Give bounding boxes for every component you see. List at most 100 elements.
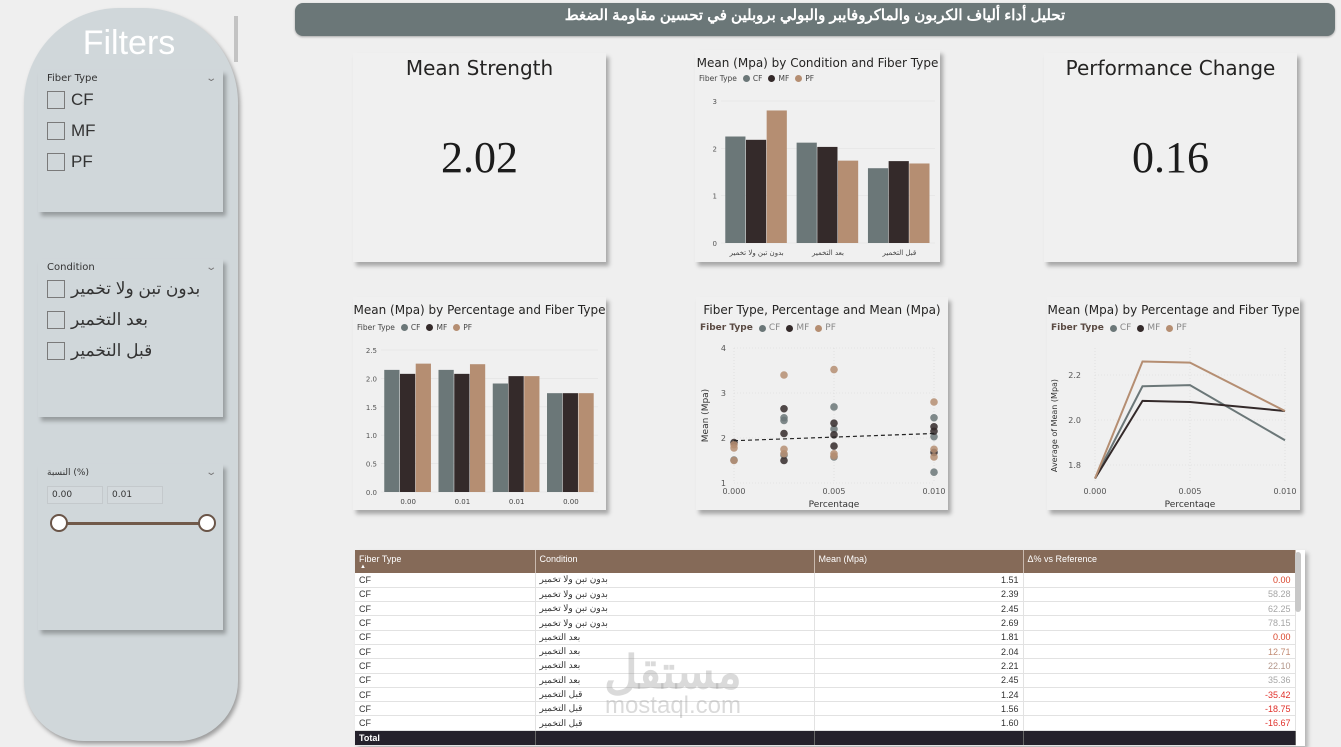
chevron-down-icon[interactable]: ⌄ xyxy=(204,262,217,273)
legend-item[interactable]: CF xyxy=(410,323,421,332)
checkbox[interactable] xyxy=(47,310,65,329)
fiber-option-mf[interactable]: MF xyxy=(38,115,223,146)
bar[interactable] xyxy=(796,142,817,243)
checkbox[interactable] xyxy=(47,152,65,171)
line-series[interactable] xyxy=(1094,360,1286,479)
table-scrollbar[interactable] xyxy=(1295,552,1301,612)
line-chart-plot[interactable]: 1.8 2.0 2.2 0.000 0.005 0.010 Percentage Averag… xyxy=(1047,333,1300,510)
table-row[interactable]: CF بدون تبن ولا تخمير 2.45 62.25 xyxy=(355,601,1296,617)
scatter-point[interactable] xyxy=(830,452,838,460)
sort-ascending-icon[interactable]: ▲ xyxy=(360,564,366,570)
scatter-point[interactable] xyxy=(930,398,938,406)
condition-option-2[interactable]: بعد التخمير xyxy=(38,304,223,335)
slider-min-handle[interactable] xyxy=(50,514,68,532)
table-row[interactable]: CF بدون تبن ولا تخمير 2.69 78.15 xyxy=(355,615,1296,631)
legend-item[interactable]: PF xyxy=(1176,323,1187,333)
legend-item[interactable]: CF xyxy=(768,323,781,333)
bar-chart-plot[interactable]: 0.0 0.5 1.0 1.5 2.0 2.5 0.00 0.01 0.01 0.00 xyxy=(353,332,606,507)
range-slider[interactable] xyxy=(38,510,223,540)
scatter-point[interactable] xyxy=(830,403,838,411)
legend-item[interactable]: MF xyxy=(778,74,790,83)
bar[interactable] xyxy=(547,393,563,492)
bar[interactable] xyxy=(399,373,416,492)
chevron-down-icon[interactable]: ⌄ xyxy=(204,73,217,84)
column-header-condition[interactable]: Condition xyxy=(535,550,815,573)
scatter-point[interactable] xyxy=(830,442,838,450)
bar[interactable] xyxy=(562,393,578,492)
table-row[interactable]: CF بعد التخمير 2.45 35.36 xyxy=(355,673,1296,688)
scatter-point[interactable] xyxy=(930,445,938,454)
legend-item[interactable]: CF xyxy=(1119,323,1132,333)
legend-item[interactable]: PF xyxy=(463,323,473,332)
fiber-option-pf[interactable]: PF xyxy=(38,146,223,177)
bar[interactable] xyxy=(508,376,524,492)
bar[interactable] xyxy=(909,163,930,243)
legend-item[interactable]: CF xyxy=(752,74,763,83)
scatter-point[interactable] xyxy=(930,413,938,422)
legend-item[interactable]: MF xyxy=(796,323,810,333)
column-header-mean[interactable]: Mean (Mpa) xyxy=(814,550,1024,573)
column-header-delta[interactable]: Δ% vs Reference xyxy=(1023,550,1296,573)
chevron-down-icon[interactable]: ⌄ xyxy=(204,467,217,478)
range-max-input[interactable]: 0.01 xyxy=(107,486,163,504)
table-row[interactable]: CF بعد التخمير 2.04 12.71 xyxy=(355,644,1296,660)
table-row[interactable]: CF بعد التخمير 2.21 22.10 xyxy=(355,658,1296,674)
checkbox[interactable] xyxy=(47,90,65,109)
bar[interactable] xyxy=(415,363,431,492)
scatter-point[interactable] xyxy=(730,444,738,452)
table-row[interactable]: CF قبل التخمير 1.24 -35.42 xyxy=(355,687,1296,703)
scatter-point[interactable] xyxy=(930,453,938,461)
scatter-plot[interactable]: 1 2 3 4 0.000 0.005 0.010 Percentage Mean (Mpa) xyxy=(696,333,948,510)
scatter-point[interactable] xyxy=(730,456,738,465)
table-row[interactable]: CF بدون تبن ولا تخمير 2.39 58.28 xyxy=(355,587,1296,603)
scatter-point[interactable] xyxy=(830,425,838,433)
condition-option-1[interactable]: بدون تبن ولا تخمير xyxy=(38,273,223,304)
bar[interactable] xyxy=(469,364,486,492)
table-row[interactable]: CF قبل التخمير 1.56 -18.75 xyxy=(355,701,1296,717)
scatter-point[interactable] xyxy=(780,413,788,422)
scatter-point[interactable] xyxy=(780,456,788,465)
scatter-point[interactable] xyxy=(930,468,938,476)
cell-condition: بدون تبن ولا تخمير xyxy=(535,601,815,617)
table-row[interactable]: CF بدون تبن ولا تخمير 1.51 0.00 xyxy=(355,573,1296,588)
fiber-option-cf[interactable]: CF xyxy=(38,84,223,115)
line-series[interactable] xyxy=(1094,384,1286,479)
bar[interactable] xyxy=(438,369,454,492)
scatter-point[interactable] xyxy=(830,419,838,427)
bar[interactable] xyxy=(817,146,838,243)
table-row[interactable]: CF بعد التخمير 1.81 0.00 xyxy=(355,630,1296,645)
sidebar-scrollbar[interactable] xyxy=(234,16,238,62)
bar[interactable] xyxy=(766,110,787,243)
condition-slicer-label: Condition xyxy=(47,262,95,273)
bar[interactable] xyxy=(888,161,909,243)
bar[interactable] xyxy=(524,376,540,492)
legend-item[interactable]: MF xyxy=(1147,323,1161,333)
bar[interactable] xyxy=(725,136,746,244)
checkbox[interactable] xyxy=(47,121,65,140)
bar[interactable] xyxy=(578,393,594,492)
bar[interactable] xyxy=(384,369,400,492)
bar-chart-plot[interactable]: 0 1 2 3 بدون تبن ولا تخمير بعد التخمير قبل الت… xyxy=(695,83,940,258)
table-row[interactable]: CF قبل التخمير 1.60 -16.67 xyxy=(355,715,1296,731)
bar[interactable] xyxy=(454,373,470,492)
scatter-point[interactable] xyxy=(780,429,788,438)
checkbox[interactable] xyxy=(47,341,65,360)
bar[interactable] xyxy=(492,383,508,492)
scatter-point[interactable] xyxy=(930,432,938,441)
legend-item[interactable]: PF xyxy=(805,74,815,83)
scatter-point[interactable] xyxy=(780,404,788,413)
line-series[interactable] xyxy=(1094,399,1286,480)
bar[interactable] xyxy=(745,139,767,243)
scatter-point[interactable] xyxy=(830,365,838,374)
scatter-point[interactable] xyxy=(780,449,788,458)
column-header-fiber-type[interactable]: Fiber Type ▲ xyxy=(355,550,536,573)
range-min-input[interactable]: 0.00 xyxy=(47,486,103,504)
legend-item[interactable]: PF xyxy=(825,323,836,333)
bar[interactable] xyxy=(837,160,859,243)
slider-max-handle[interactable] xyxy=(198,514,216,532)
legend-item[interactable]: MF xyxy=(436,323,448,332)
scatter-point[interactable] xyxy=(780,371,788,379)
condition-option-3[interactable]: قبل التخمير xyxy=(38,335,223,366)
bar[interactable] xyxy=(867,168,889,243)
checkbox[interactable] xyxy=(47,279,65,298)
